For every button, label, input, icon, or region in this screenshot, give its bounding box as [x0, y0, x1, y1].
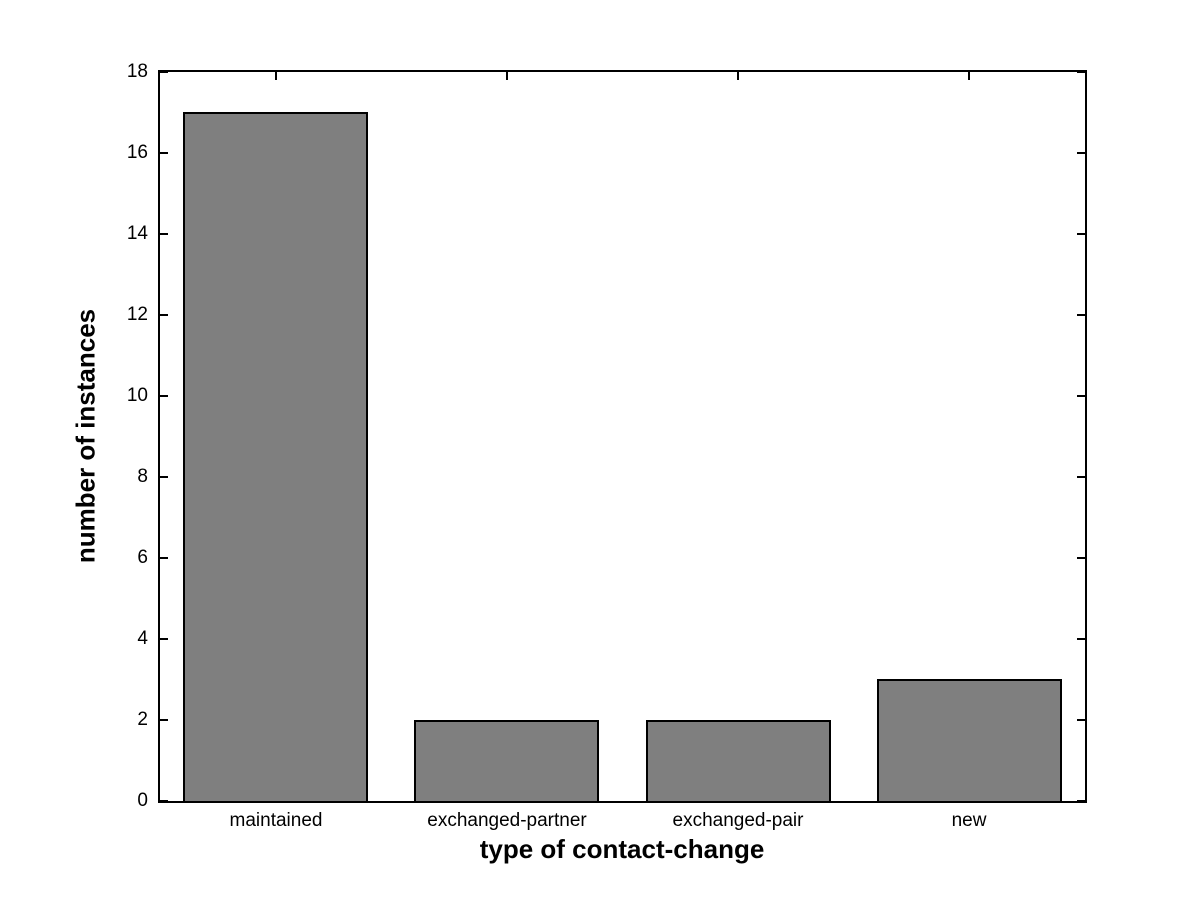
- y-tick-label: 0: [137, 790, 148, 811]
- bar-new: [877, 679, 1062, 801]
- y-tick-label: 4: [137, 628, 148, 649]
- y-tick-mark-left: [160, 233, 168, 235]
- x-tick-mark-top: [506, 72, 508, 80]
- bar-maintained: [183, 112, 368, 801]
- y-tick-mark-left: [160, 719, 168, 721]
- y-tick-mark-left: [160, 800, 168, 802]
- y-tick-mark-right: [1077, 719, 1085, 721]
- bar-exchanged-partner: [414, 720, 599, 801]
- y-tick-mark-left: [160, 152, 168, 154]
- y-tick-mark-right: [1077, 152, 1085, 154]
- y-tick-label: 16: [126, 142, 148, 163]
- y-tick-label: 12: [126, 304, 148, 325]
- y-tick-label: 14: [126, 223, 148, 244]
- y-tick-mark-right: [1077, 476, 1085, 478]
- y-tick-label: 8: [137, 466, 148, 487]
- y-tick-mark-right: [1077, 395, 1085, 397]
- y-axis-title: number of instances: [70, 308, 101, 564]
- x-tick-mark-top: [968, 72, 970, 80]
- bar-exchanged-pair: [646, 720, 831, 801]
- y-tick-mark-right: [1077, 638, 1085, 640]
- y-tick-mark-left: [160, 395, 168, 397]
- y-tick-label: 10: [126, 385, 148, 406]
- x-tick-label: exchanged-partner: [427, 810, 587, 831]
- y-tick-mark-right: [1077, 800, 1085, 802]
- y-tick-label: 18: [126, 61, 148, 82]
- x-tick-label: maintained: [229, 810, 323, 831]
- x-axis-title: type of contact-change: [479, 834, 765, 864]
- x-tick-mark-top: [275, 72, 277, 80]
- y-tick-mark-left: [160, 71, 168, 73]
- y-tick-mark-left: [160, 557, 168, 559]
- y-tick-label: 6: [137, 547, 148, 568]
- y-tick-mark-left: [160, 476, 168, 478]
- y-tick-mark-right: [1077, 233, 1085, 235]
- y-tick-mark-right: [1077, 557, 1085, 559]
- x-tick-label: new: [951, 810, 987, 831]
- y-tick-mark-right: [1077, 314, 1085, 316]
- y-tick-mark-left: [160, 638, 168, 640]
- plot-area: [158, 70, 1087, 803]
- y-tick-mark-right: [1077, 71, 1085, 73]
- y-tick-label: 2: [137, 709, 148, 730]
- x-tick-mark-top: [737, 72, 739, 80]
- x-tick-label: exchanged-pair: [672, 810, 804, 831]
- y-tick-mark-left: [160, 314, 168, 316]
